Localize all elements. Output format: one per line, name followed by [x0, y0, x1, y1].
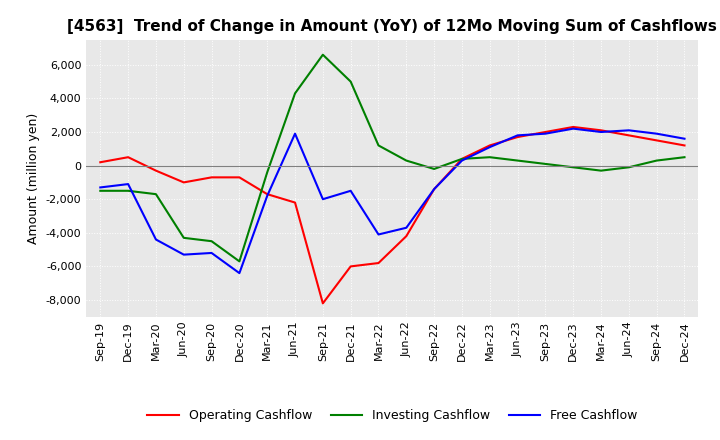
Free Cashflow	[597, 129, 606, 135]
Operating Cashflow	[152, 168, 161, 173]
Line: Free Cashflow: Free Cashflow	[100, 128, 685, 273]
Free Cashflow	[680, 136, 689, 141]
Investing Cashflow	[235, 259, 243, 264]
Investing Cashflow	[96, 188, 104, 194]
Investing Cashflow	[346, 79, 355, 84]
Operating Cashflow	[513, 134, 522, 139]
Investing Cashflow	[152, 191, 161, 197]
Operating Cashflow	[402, 234, 410, 239]
Investing Cashflow	[207, 238, 216, 244]
Free Cashflow	[513, 133, 522, 138]
Investing Cashflow	[179, 235, 188, 241]
Investing Cashflow	[430, 166, 438, 172]
Investing Cashflow	[680, 154, 689, 160]
Free Cashflow	[652, 131, 661, 136]
Title: [4563]  Trend of Change in Amount (YoY) of 12Mo Moving Sum of Cashflows: [4563] Trend of Change in Amount (YoY) o…	[68, 19, 717, 34]
Free Cashflow	[235, 271, 243, 276]
Operating Cashflow	[652, 138, 661, 143]
Free Cashflow	[458, 158, 467, 163]
Investing Cashflow	[124, 188, 132, 194]
Operating Cashflow	[458, 156, 467, 161]
Free Cashflow	[624, 128, 633, 133]
Operating Cashflow	[485, 143, 494, 148]
Investing Cashflow	[541, 161, 550, 167]
Operating Cashflow	[263, 191, 271, 197]
Free Cashflow	[541, 131, 550, 136]
Free Cashflow	[207, 250, 216, 256]
Investing Cashflow	[624, 165, 633, 170]
Free Cashflow	[485, 144, 494, 150]
Investing Cashflow	[513, 158, 522, 163]
Legend: Operating Cashflow, Investing Cashflow, Free Cashflow: Operating Cashflow, Investing Cashflow, …	[143, 404, 642, 427]
Operating Cashflow	[430, 187, 438, 192]
Operating Cashflow	[179, 180, 188, 185]
Investing Cashflow	[318, 52, 327, 57]
Free Cashflow	[291, 131, 300, 136]
Free Cashflow	[124, 181, 132, 187]
Operating Cashflow	[680, 143, 689, 148]
Free Cashflow	[569, 126, 577, 131]
Line: Investing Cashflow: Investing Cashflow	[100, 55, 685, 261]
Operating Cashflow	[569, 125, 577, 130]
Investing Cashflow	[458, 156, 467, 161]
Free Cashflow	[263, 193, 271, 198]
Investing Cashflow	[263, 170, 271, 175]
Free Cashflow	[152, 237, 161, 242]
Operating Cashflow	[235, 175, 243, 180]
Free Cashflow	[402, 225, 410, 231]
Free Cashflow	[318, 197, 327, 202]
Investing Cashflow	[291, 91, 300, 96]
Investing Cashflow	[374, 143, 383, 148]
Free Cashflow	[96, 185, 104, 190]
Operating Cashflow	[624, 133, 633, 138]
Free Cashflow	[374, 232, 383, 237]
Investing Cashflow	[569, 165, 577, 170]
Operating Cashflow	[207, 175, 216, 180]
Operating Cashflow	[96, 160, 104, 165]
Operating Cashflow	[291, 200, 300, 205]
Investing Cashflow	[652, 158, 661, 163]
Investing Cashflow	[485, 154, 494, 160]
Free Cashflow	[430, 187, 438, 192]
Investing Cashflow	[402, 158, 410, 163]
Operating Cashflow	[346, 264, 355, 269]
Free Cashflow	[346, 188, 355, 194]
Line: Operating Cashflow: Operating Cashflow	[100, 127, 685, 303]
Investing Cashflow	[597, 168, 606, 173]
Operating Cashflow	[597, 128, 606, 133]
Y-axis label: Amount (million yen): Amount (million yen)	[27, 113, 40, 244]
Operating Cashflow	[541, 129, 550, 135]
Operating Cashflow	[374, 260, 383, 266]
Operating Cashflow	[318, 301, 327, 306]
Free Cashflow	[179, 252, 188, 257]
Operating Cashflow	[124, 154, 132, 160]
